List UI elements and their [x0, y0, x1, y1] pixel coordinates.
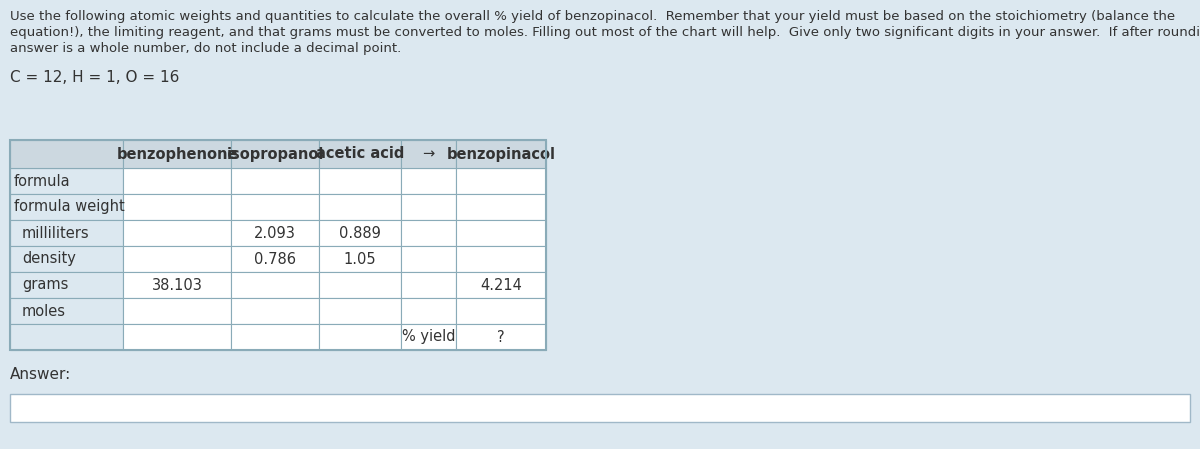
- Bar: [10, 394, 1190, 422]
- Bar: [319, 194, 401, 220]
- Text: 2.093: 2.093: [254, 225, 296, 241]
- Bar: [456, 220, 546, 246]
- Bar: [10, 140, 124, 168]
- Text: % yield: % yield: [402, 330, 455, 344]
- Text: Use the following atomic weights and quantities to calculate the overall % yield: Use the following atomic weights and qua…: [10, 10, 1175, 23]
- Bar: [230, 246, 319, 272]
- Bar: [10, 140, 546, 350]
- Bar: [230, 194, 319, 220]
- Text: →: →: [422, 146, 434, 162]
- Text: 0.889: 0.889: [340, 225, 380, 241]
- Bar: [10, 194, 124, 220]
- Bar: [124, 140, 230, 168]
- Bar: [230, 140, 319, 168]
- Text: answer is a whole number, do not include a decimal point.: answer is a whole number, do not include…: [10, 42, 401, 55]
- Text: ?: ?: [497, 330, 505, 344]
- Text: C = 12, H = 1, O = 16: C = 12, H = 1, O = 16: [10, 70, 179, 85]
- Bar: [456, 140, 546, 168]
- Bar: [456, 298, 546, 324]
- Bar: [10, 324, 124, 350]
- Bar: [456, 194, 546, 220]
- Bar: [10, 168, 124, 194]
- Text: 1.05: 1.05: [343, 251, 377, 267]
- Text: equation!), the limiting reagent, and that grams must be converted to moles. Fil: equation!), the limiting reagent, and th…: [10, 26, 1200, 39]
- Bar: [124, 324, 230, 350]
- Text: benzophenone: benzophenone: [116, 146, 238, 162]
- Bar: [124, 298, 230, 324]
- Bar: [319, 220, 401, 246]
- Bar: [10, 246, 124, 272]
- Text: benzopinacol: benzopinacol: [446, 146, 556, 162]
- Bar: [319, 140, 401, 168]
- Text: 0.786: 0.786: [254, 251, 296, 267]
- Bar: [401, 246, 456, 272]
- Text: Answer:: Answer:: [10, 367, 71, 382]
- Bar: [230, 220, 319, 246]
- Bar: [401, 140, 456, 168]
- Text: milliliters: milliliters: [22, 225, 90, 241]
- Bar: [124, 246, 230, 272]
- Bar: [401, 168, 456, 194]
- Bar: [401, 298, 456, 324]
- Bar: [230, 298, 319, 324]
- Bar: [319, 324, 401, 350]
- Bar: [401, 194, 456, 220]
- Bar: [401, 272, 456, 298]
- Text: density: density: [22, 251, 76, 267]
- Bar: [124, 194, 230, 220]
- Text: 38.103: 38.103: [151, 277, 203, 292]
- Text: moles: moles: [22, 304, 66, 318]
- Bar: [230, 324, 319, 350]
- Bar: [319, 246, 401, 272]
- Bar: [401, 324, 456, 350]
- Bar: [230, 272, 319, 298]
- Bar: [319, 168, 401, 194]
- Bar: [456, 168, 546, 194]
- Bar: [124, 168, 230, 194]
- Bar: [124, 272, 230, 298]
- Bar: [456, 246, 546, 272]
- Bar: [456, 324, 546, 350]
- Bar: [10, 298, 124, 324]
- Bar: [456, 272, 546, 298]
- Bar: [401, 220, 456, 246]
- Text: formula: formula: [14, 173, 71, 189]
- Bar: [319, 272, 401, 298]
- Text: 4.214: 4.214: [480, 277, 522, 292]
- Text: grams: grams: [22, 277, 68, 292]
- Bar: [10, 272, 124, 298]
- Bar: [124, 220, 230, 246]
- Bar: [10, 220, 124, 246]
- Bar: [319, 298, 401, 324]
- Text: isopropanol: isopropanol: [227, 146, 324, 162]
- Text: acetic acid: acetic acid: [316, 146, 404, 162]
- Bar: [230, 168, 319, 194]
- Text: formula weight: formula weight: [14, 199, 125, 215]
